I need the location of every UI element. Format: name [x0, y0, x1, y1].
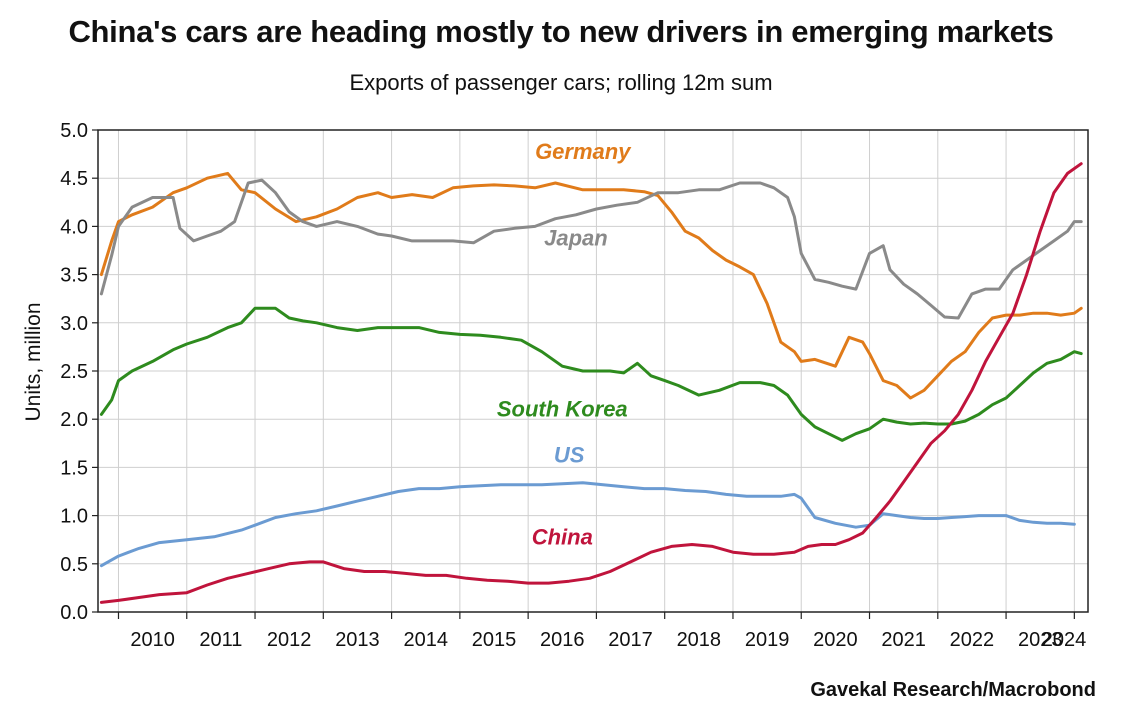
y-tick-label: 1.5 [60, 457, 88, 479]
x-tick-label: 2011 [199, 629, 242, 651]
series-label-south-korea: South Korea [497, 396, 628, 421]
series-line-us [99, 481, 1076, 568]
series-line-germany [99, 171, 1083, 400]
chart-title: China's cars are heading mostly to new d… [68, 14, 1054, 49]
series-label-china: China [532, 525, 593, 550]
series-labels: Germany Japan South Korea US China [497, 139, 632, 550]
y-tick-label: 3.0 [60, 313, 88, 335]
x-tick-label: 2014 [403, 629, 448, 651]
x-tick-label: 2017 [608, 629, 653, 651]
chart-subtitle: Exports of passenger cars; rolling 12m s… [349, 70, 773, 95]
y-tick-label: 0.5 [60, 554, 88, 576]
x-tick-label: 2019 [745, 629, 790, 651]
x-tick-label: 2012 [267, 629, 312, 651]
x-tick-label: 2023 [1018, 629, 1063, 651]
x-axis-ticks: 2010 2011 2012 2013 2014 2015 2016 2017 2018 2019… [117, 612, 1087, 651]
x-tick-label: 2016 [540, 629, 585, 651]
y-tick-label: 1.0 [60, 506, 88, 528]
source-note: Gavekal Research/Macrobond [810, 679, 1096, 701]
series-label-us: US [554, 443, 585, 468]
y-tick-label: 5.0 [60, 120, 88, 142]
series-label-germany: Germany [535, 139, 632, 164]
y-tick-label: 0.0 [60, 602, 88, 624]
x-tick-label: 2020 [813, 629, 858, 651]
series-label-japan: Japan [544, 226, 608, 251]
x-tick-label: 2024 [1042, 629, 1087, 651]
y-axis-label: Units, million [22, 302, 45, 421]
y-axis-ticks: 0.0 0.5 1.0 1.5 2.0 2.5 3.0 3.5 4.0 4.5 5.0 [60, 120, 98, 624]
y-tick-label: 4.5 [60, 168, 88, 190]
series-line-south-korea [99, 306, 1083, 442]
x-tick-label: 2018 [677, 629, 722, 651]
series-lines [99, 162, 1083, 604]
series-line-china [99, 162, 1083, 604]
series-line-japan [99, 178, 1083, 320]
x-tick-label: 2015 [472, 629, 517, 651]
x-tick-label: 2010 [130, 629, 175, 651]
x-tick-label: 2022 [950, 629, 995, 651]
x-tick-label: 2021 [881, 629, 926, 651]
y-tick-label: 2.0 [60, 409, 88, 431]
y-tick-label: 4.0 [60, 216, 88, 238]
y-tick-label: 3.5 [60, 265, 88, 287]
y-tick-label: 2.5 [60, 361, 88, 383]
x-tick-label: 2013 [335, 629, 380, 651]
